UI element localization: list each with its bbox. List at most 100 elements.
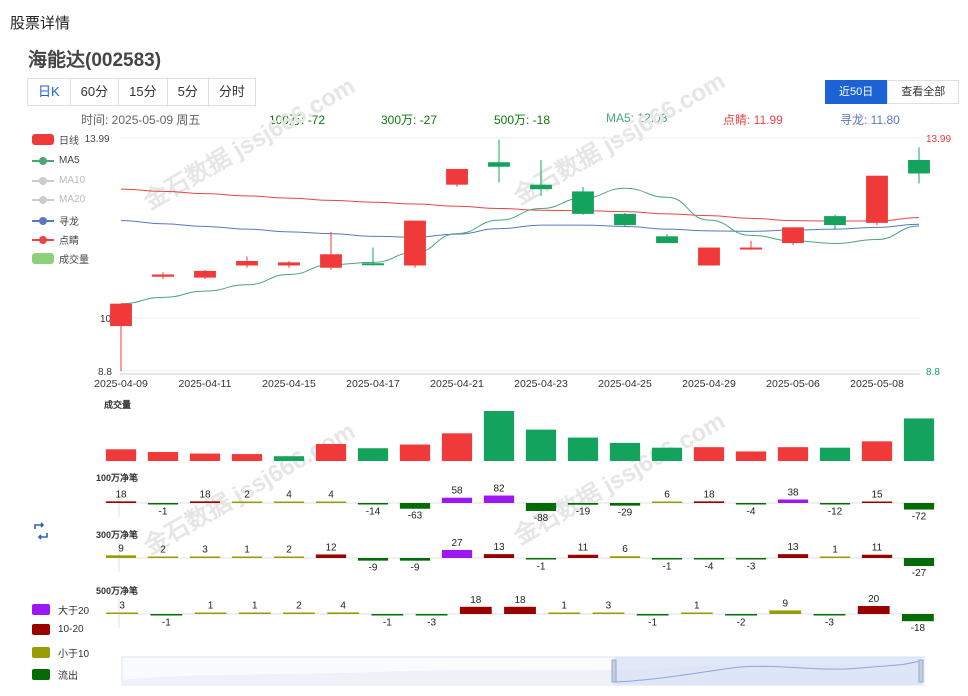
volume-bar [735,451,767,461]
xunlong-line-icon [32,216,54,226]
tab-5min[interactable]: 5分 [168,79,209,105]
flow-bar [861,554,893,558]
flow-bar [813,614,846,616]
tab-60min[interactable]: 60分 [71,79,120,105]
flow-value-label: 18 [115,489,127,500]
daily-swatch-icon [32,134,54,145]
flow-bar [651,501,683,503]
legend-dianjing[interactable]: 点睛 [32,232,79,247]
flow-bar [371,614,404,616]
flow-value-label: -3 [427,618,436,629]
candle-body [488,162,510,167]
flow-bar [735,503,767,505]
info-flow-3m: 300万: -27 [381,113,438,127]
flow-bar [483,554,515,558]
flow-value-label: 1 [252,601,258,612]
flow-legend-mid[interactable]: 10-20 [32,624,84,635]
flow-bar [399,558,431,561]
legend-ma10-label: MA10 [59,175,86,186]
volume-bar [483,411,515,461]
slider-track [121,656,925,686]
flow-legend-out[interactable]: 流出 [32,667,78,682]
flow-value-label: -9 [369,563,378,574]
legend-daily[interactable]: 日线 13.99 [32,132,110,147]
flow-bar [105,501,137,503]
flow-bar [357,503,389,505]
range-slider[interactable] [121,656,925,686]
flow-value-label: 15 [871,490,883,501]
flow-bar [194,612,227,614]
indicator-lines [120,187,920,305]
legend-volume-label: 成交量 [59,255,89,266]
flow-value-label: -1 [159,507,168,518]
flow-value-label: 4 [328,490,334,501]
volume-bar [231,454,263,461]
candle-body [782,227,804,244]
candle-body [614,213,636,226]
flow-panel-title: 100万净笔 [96,472,138,483]
legend-ma5[interactable]: MA5 [32,155,80,166]
legend-ma20[interactable]: MA20 [32,194,85,205]
flow-value-label: -18 [911,623,926,634]
flow-bar [483,495,515,503]
tab-intraday[interactable]: 分时 [218,84,245,99]
x-tick-label: 2025-04-21 [430,378,484,390]
candle-body [152,274,174,277]
flow-value-label: -14 [366,507,381,518]
info-flow-5m: 500万: -18 [494,113,551,127]
candle-body [824,216,846,226]
flow-value-label: 9 [118,543,124,554]
volume-bar [777,447,809,461]
legend-ma5-label: MA5 [59,155,80,166]
y-tick-label: 10 [100,314,112,325]
tab-15min[interactable]: 15分 [119,79,168,105]
candle-body [404,220,426,266]
x-tick-label: 2025-04-25 [598,378,652,390]
flow-legend-big[interactable]: 大于20 [32,602,89,617]
refresh-icon[interactable] [31,521,51,541]
flow-value-label: 18 [703,489,715,500]
flow-value-label: 2 [160,545,166,556]
flow-value-label: 6 [622,544,628,555]
legend-ma20-label: MA20 [59,194,86,205]
volume-bar [441,433,473,461]
dianjing-line-icon [32,235,54,245]
legend-dianjing-label: 点睛 [59,236,79,247]
flow-bar [819,556,851,558]
legend-volume[interactable]: 成交量 [32,251,89,266]
stock-name-code: 海能达(002583) [28,50,162,71]
xunlong-line [120,220,920,238]
slider-overview-area [122,662,924,685]
flow-bar [548,612,581,614]
tab-daily-k[interactable]: 日K [28,79,71,105]
info-dianjing: 点睛: 11.99 [723,113,783,127]
flow-bar [315,554,347,558]
flow-value-label: 9 [782,598,788,609]
candle-body [656,236,678,244]
y-tick-label: 8.8 [926,367,940,378]
ma10-line-icon [32,176,54,186]
volume-bar [189,453,221,461]
flow-bar [777,554,809,558]
date-axis: 2025-04-09 2025-04-11 2025-04-15 2025-04-17… [94,373,920,390]
flow-bar [901,614,934,622]
candle-body [446,168,468,185]
flow-value-label: -12 [828,507,843,518]
flow-bar [857,606,890,614]
y-tick-label: 8.8 [98,367,112,378]
legend-ma10[interactable]: MA10 [32,175,85,186]
flow-bar [231,556,263,558]
flow-legend-small[interactable]: 小于10 [32,645,89,660]
volume-bar [357,448,389,461]
flow-legend-mid-label: 10-20 [58,624,84,635]
flow-bar [504,606,536,614]
recent-50-days-button[interactable]: 近50日 [825,80,888,104]
flow-bar [273,501,305,503]
volume-bar [315,443,347,461]
flow-value-label: 13 [787,542,799,553]
flow-value-label: -19 [576,507,591,518]
slider-overview-line [613,659,923,683]
legend-daily-value: 13.99 [84,134,110,145]
legend-xunlong[interactable]: 寻龙 [32,213,79,228]
view-all-button[interactable]: 查看全部 [887,80,960,104]
